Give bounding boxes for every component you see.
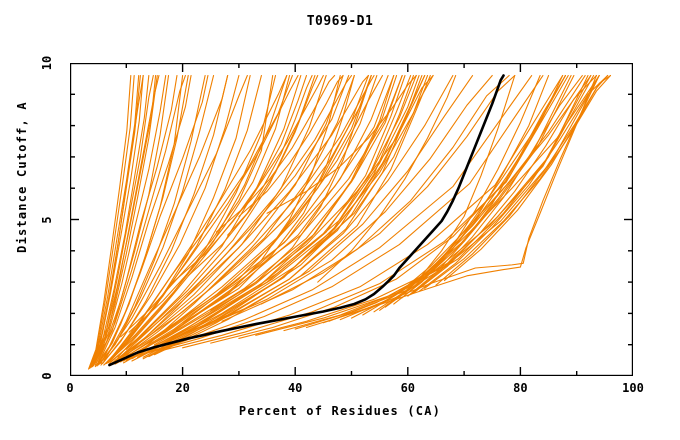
curves-layer bbox=[88, 74, 612, 370]
x-tick-label-40: 40 bbox=[287, 381, 303, 395]
y-axis-label: Distance Cutoff, A bbox=[15, 101, 29, 253]
x-tick-label-80: 80 bbox=[513, 381, 528, 395]
curve-model-72 bbox=[418, 74, 609, 293]
chart-title: T0969-D1 bbox=[306, 14, 374, 29]
x-axis-label: Percent of Residues (CA) bbox=[238, 404, 442, 418]
curve-model-39 bbox=[131, 74, 395, 362]
x-tick-label-0: 0 bbox=[66, 381, 74, 395]
y-tick-label-10: 10 bbox=[40, 55, 54, 71]
plot-area bbox=[70, 63, 633, 376]
curve-model-82 bbox=[339, 74, 575, 321]
curve-model-68 bbox=[401, 74, 541, 299]
x-tick-label-20: 20 bbox=[175, 381, 190, 395]
x-tick-label-100: 100 bbox=[622, 381, 644, 395]
x-tick-label-60: 60 bbox=[400, 381, 416, 395]
y-tick-label-5: 5 bbox=[40, 215, 54, 224]
curve-model-47 bbox=[170, 74, 308, 285]
